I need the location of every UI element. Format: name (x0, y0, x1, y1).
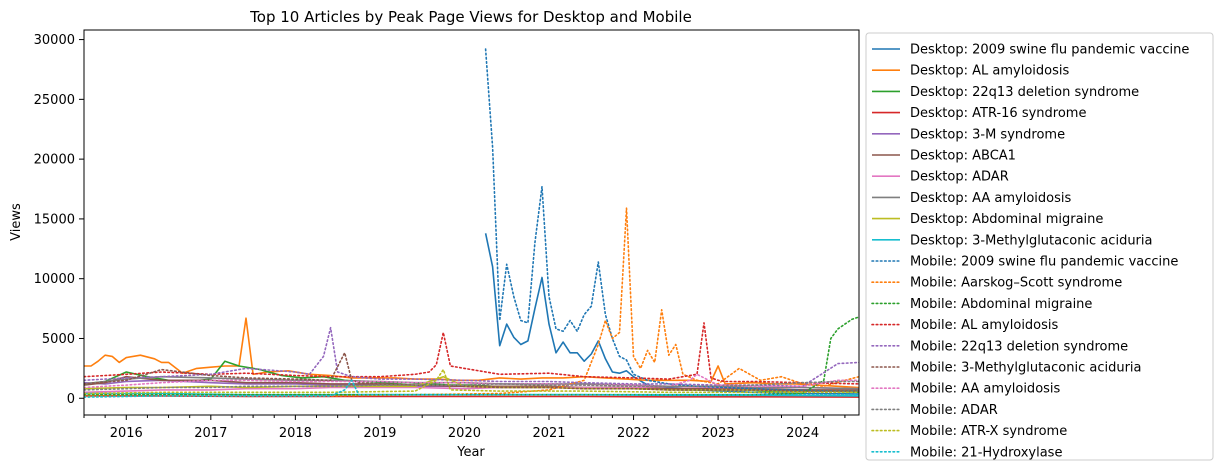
legend-label: Mobile: 21-Hydroxylase (910, 445, 1062, 460)
legend: Desktop: 2009 swine flu pandemic vaccine… (865, 32, 1214, 461)
plot-lines (84, 48, 859, 398)
x-tick-label: 2019 (363, 426, 396, 441)
x-axis-label: Year (456, 445, 485, 460)
series-line-14 (84, 326, 859, 388)
y-axis-label: Views (9, 203, 24, 241)
y-tick-label: 30000 (34, 33, 75, 48)
x-tick-label: 2023 (702, 426, 735, 441)
legend-label: Desktop: 22q13 deletion syndrome (910, 85, 1139, 100)
x-tick-label: 2021 (532, 426, 565, 441)
legend-label: Desktop: AL amyloidosis (910, 64, 1069, 79)
series-line-18 (84, 368, 859, 395)
plot-frame (83, 29, 860, 416)
x-tick-label: 2020 (448, 426, 481, 441)
legend-label: Mobile: ADAR (910, 403, 998, 418)
x-tick-label: 2024 (786, 426, 819, 441)
chart-title: Top 10 Articles by Peak Page Views for D… (249, 8, 692, 26)
x-tick-label: 2018 (279, 426, 312, 441)
legend-label: Mobile: Aarskog–Scott syndrome (910, 276, 1122, 291)
y-axis: 0 5000 10000 15000 20000 25000 30000 (34, 33, 84, 407)
series-line-16 (84, 373, 859, 389)
x-tick-label: 2022 (617, 426, 650, 441)
legend-label: Mobile: ATR-X syndrome (910, 424, 1067, 439)
legend-label: Desktop: 2009 swine flu pandemic vaccine (910, 43, 1189, 58)
legend-label: Mobile: AA amyloidosis (910, 382, 1061, 397)
y-tick-label: 5000 (42, 332, 75, 347)
series-line-19 (84, 379, 859, 398)
legend-label: Desktop: Abdominal migraine (910, 212, 1103, 227)
legend-label: Desktop: 3-Methylglutaconic aciduria (910, 233, 1152, 248)
y-tick-label: 15000 (34, 212, 75, 227)
legend-label: Desktop: AA amyloidosis (910, 191, 1071, 206)
series-line-11 (84, 207, 859, 397)
series-line-1 (84, 317, 859, 389)
y-tick-label: 20000 (34, 153, 75, 168)
legend-label: Mobile: 3-Methylglutaconic aciduria (910, 361, 1142, 376)
series-line-15 (84, 351, 859, 392)
legend-label: Desktop: 3-M syndrome (910, 127, 1065, 142)
legend-label: Mobile: 2009 swine flu pandemic vaccine (910, 255, 1178, 270)
legend-label: Mobile: Abdominal migraine (910, 297, 1092, 312)
legend-label: Desktop: ABCA1 (910, 149, 1016, 164)
legend-label: Mobile: AL amyloidosis (910, 318, 1059, 333)
legend-box (865, 32, 1214, 461)
series-line-10 (484, 48, 859, 392)
legend-label: Desktop: ATR-16 syndrome (910, 106, 1086, 121)
y-tick-label: 0 (67, 392, 75, 407)
y-tick-label: 10000 (34, 272, 75, 287)
y-tick-label: 25000 (34, 93, 75, 108)
series-line-17 (84, 380, 859, 391)
series-line-0 (484, 233, 859, 395)
x-tick-label: 2016 (110, 426, 143, 441)
x-tick-label: 2017 (194, 426, 227, 441)
x-axis: 2016 2017 2018 2019 2020 2021 2022 2023 2024 (83, 415, 846, 441)
series-line-8 (84, 375, 859, 392)
legend-label: Desktop: ADAR (910, 170, 1009, 185)
series-line-13 (84, 322, 859, 385)
legend-label: Mobile: 22q13 deletion syndrome (910, 339, 1128, 354)
